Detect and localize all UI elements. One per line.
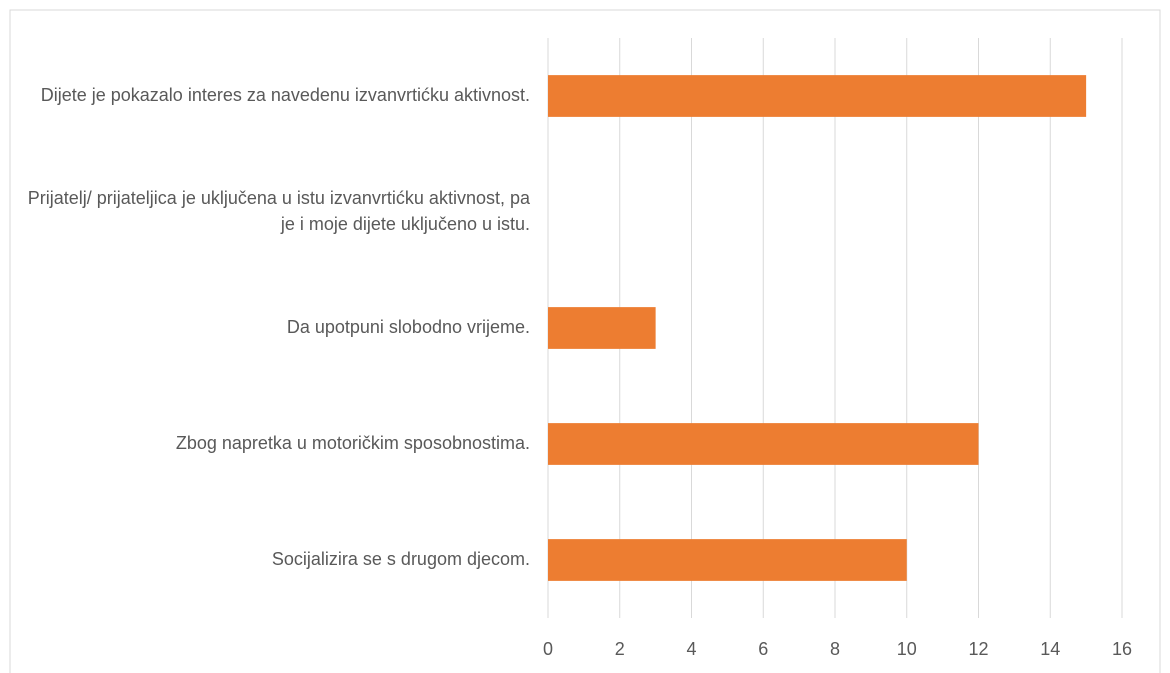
label-line: je i moje dijete uključeno u istu. (276, 214, 530, 234)
x-tick-label: 14 (1040, 639, 1060, 659)
y-tick-label: Dijete je pokazalo interes za navedenu i… (41, 85, 530, 105)
x-tick-label: 16 (1112, 639, 1132, 659)
x-tick-label: 4 (686, 639, 696, 659)
y-tick-label: Prijatelj/ prijateljica je uključena u i… (28, 188, 531, 234)
label-line: Da upotpuni slobodno vrijeme. (287, 317, 530, 337)
label-line: Socijalizira se s drugom djecom. (272, 549, 530, 569)
x-tick-label: 8 (830, 639, 840, 659)
bar (548, 423, 979, 465)
x-tick-label: 12 (968, 639, 988, 659)
y-tick-label: Da upotpuni slobodno vrijeme. (287, 317, 530, 337)
bar (548, 539, 907, 581)
x-tick-label: 10 (897, 639, 917, 659)
label-line: Zbog napretka u motoričkim sposobnostima… (176, 433, 530, 453)
x-tick-label: 0 (543, 639, 553, 659)
bar (548, 75, 1087, 117)
bar (548, 307, 656, 349)
chart-border (9, 9, 1161, 673)
label-line: Dijete je pokazalo interes za navedenu i… (41, 85, 530, 105)
y-tick-label: Zbog napretka u motoričkim sposobnostima… (176, 433, 530, 453)
y-tick-label: Socijalizira se s drugom djecom. (272, 549, 530, 569)
label-line: Prijatelj/ prijateljica je uključena u i… (28, 188, 531, 208)
x-tick-label: 2 (615, 639, 625, 659)
x-tick-label: 6 (758, 639, 768, 659)
